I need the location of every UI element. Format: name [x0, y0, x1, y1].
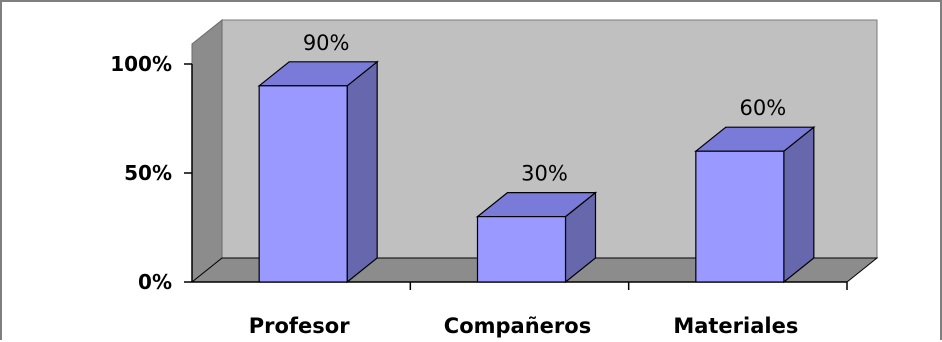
bar-materiales: [694, 125, 816, 284]
chart-bars: [257, 60, 816, 284]
bar-profesor: [257, 60, 379, 284]
bar-front-face: [695, 150, 785, 283]
x-category-label: Materiales: [673, 314, 798, 338]
data-label: 60%: [739, 96, 786, 120]
chart-labels: 90% Profesor 30% Compañeros 60% Materiales: [249, 31, 799, 338]
side-wall: [191, 18, 223, 284]
bar-side-face: [783, 125, 815, 284]
y-tick-label: 0%: [138, 270, 172, 294]
y-tick-label: 50%: [124, 161, 172, 185]
data-label: 90%: [303, 31, 350, 55]
x-category-label: Compañeros: [444, 314, 591, 338]
bar-compañeros: [475, 191, 598, 284]
bar-front-face: [476, 216, 567, 283]
data-label: 30%: [521, 162, 568, 186]
bar-side-face: [346, 60, 378, 284]
y-tick-label: 100%: [110, 52, 172, 76]
x-category-label: Profesor: [249, 314, 350, 338]
bar-front-face: [258, 85, 348, 283]
